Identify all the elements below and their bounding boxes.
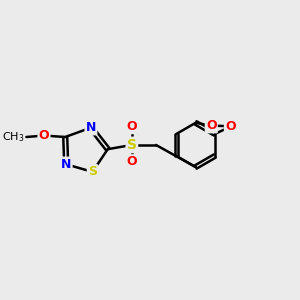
Text: N: N <box>61 158 71 171</box>
Text: N: N <box>86 121 96 134</box>
Text: O: O <box>39 129 49 142</box>
Text: S: S <box>127 138 137 152</box>
Text: CH$_3$: CH$_3$ <box>2 130 25 144</box>
Text: S: S <box>88 165 97 178</box>
Text: O: O <box>225 120 236 133</box>
Text: O: O <box>127 155 137 168</box>
Text: O: O <box>206 119 217 132</box>
Text: O: O <box>127 120 137 133</box>
